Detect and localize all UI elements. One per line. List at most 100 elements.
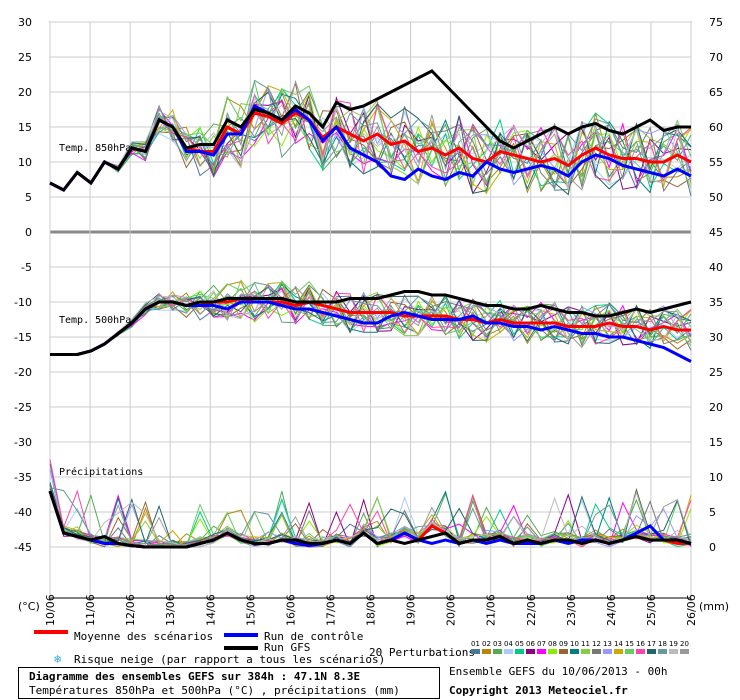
perturbation-number: 20 bbox=[680, 640, 689, 648]
date-label: 22/06 bbox=[525, 594, 538, 626]
perturbation-legend-item: 08 bbox=[547, 640, 558, 654]
left-tick-label: 20 bbox=[18, 86, 32, 99]
date-label: 12/06 bbox=[124, 594, 137, 626]
perturbation-legend-item: 11 bbox=[580, 640, 591, 654]
date-label: 15/06 bbox=[244, 594, 257, 626]
date-label: 14/06 bbox=[204, 594, 217, 626]
right-tick-label: 15 bbox=[709, 436, 723, 449]
date-label: 24/06 bbox=[605, 594, 618, 626]
perturbation-legend-item: 17 bbox=[646, 640, 657, 654]
left-tick-label: -15 bbox=[14, 331, 32, 344]
right-tick-label: 10 bbox=[709, 471, 723, 484]
perturbation-legend-item: 07 bbox=[536, 640, 547, 654]
perturbation-line-14 bbox=[50, 282, 692, 355]
perturbation-swatch bbox=[592, 649, 601, 654]
perturbation-legend-item: 05 bbox=[514, 640, 525, 654]
legend-mean-label: Moyenne des scénarios bbox=[74, 630, 214, 643]
right-tick-label: 50 bbox=[709, 191, 723, 204]
perturbation-line-16 bbox=[49, 459, 692, 548]
right-tick-label: 20 bbox=[709, 401, 723, 414]
left-tick-label: -35 bbox=[14, 471, 32, 484]
perturbation-number: 01 bbox=[471, 640, 480, 648]
panel-label: Temp. 850hPa bbox=[59, 143, 131, 154]
right-tick-label: 55 bbox=[709, 156, 723, 169]
series-line-gfs bbox=[50, 290, 692, 356]
perturbation-legend-item: 12 bbox=[591, 640, 602, 654]
perturbation-number: 14 bbox=[614, 640, 623, 648]
left-tick-label: -20 bbox=[14, 366, 32, 379]
perturbation-swatch bbox=[647, 649, 656, 654]
left-tick-label: 25 bbox=[18, 51, 32, 64]
perturbation-legend-item: 02 bbox=[481, 640, 492, 654]
left-tick-label: -30 bbox=[14, 436, 32, 449]
right-tick-label: 75 bbox=[709, 16, 723, 29]
perturbation-swatch bbox=[537, 649, 546, 654]
date-label: 18/06 bbox=[365, 594, 378, 626]
right-unit-label: (mm) bbox=[699, 600, 729, 613]
perturbation-line-18 bbox=[50, 281, 692, 355]
date-label: 26/06 bbox=[685, 594, 698, 626]
right-tick-label: 25 bbox=[709, 366, 723, 379]
perturbation-number: 13 bbox=[603, 640, 612, 648]
perturbation-line-18 bbox=[49, 79, 692, 191]
perturbation-line-20 bbox=[49, 79, 692, 191]
perturbation-swatch bbox=[548, 649, 557, 654]
legend-mean-swatch bbox=[34, 630, 68, 634]
perturbation-swatch bbox=[515, 649, 524, 654]
perturbation-legend-item: 16 bbox=[635, 640, 646, 654]
perturbation-number: 07 bbox=[537, 640, 546, 648]
date-label: 20/06 bbox=[445, 594, 458, 626]
perturbation-legend-item: 04 bbox=[503, 640, 514, 654]
legend-snow-label: Risque neige (par rapport a tous les scé… bbox=[74, 653, 386, 666]
right-tick-label: 65 bbox=[709, 86, 723, 99]
perturbation-legend-item: 18 bbox=[657, 640, 668, 654]
perturbation-number: 06 bbox=[526, 640, 535, 648]
footer-subtitle: Températures 850hPa et 500hPa (°C) , pré… bbox=[29, 684, 400, 697]
right-tick-label: 45 bbox=[709, 226, 723, 239]
perturbation-swatch bbox=[471, 649, 480, 654]
right-tick-label: 70 bbox=[709, 51, 723, 64]
left-tick-label: 0 bbox=[25, 226, 32, 239]
perturbation-legend-item: 03 bbox=[492, 640, 503, 654]
date-label: 25/06 bbox=[645, 594, 658, 626]
date-label: 10/06 bbox=[44, 594, 57, 626]
panel-label: Temp. 500hPa bbox=[59, 315, 131, 326]
perturbation-swatch bbox=[658, 649, 667, 654]
perturbation-swatch bbox=[603, 649, 612, 654]
date-label: 21/06 bbox=[485, 594, 498, 626]
perturbation-number: 12 bbox=[592, 640, 601, 648]
date-label: 16/06 bbox=[284, 594, 297, 626]
perturbation-line-13 bbox=[50, 283, 692, 355]
perturbation-line-19 bbox=[49, 489, 692, 548]
perturbation-number: 10 bbox=[570, 640, 579, 648]
perturbation-legend-item: 19 bbox=[668, 640, 679, 654]
left-tick-label: -5 bbox=[21, 261, 32, 274]
perturbation-swatch bbox=[581, 649, 590, 654]
snowflake-icon: ❄ bbox=[54, 652, 62, 666]
perturbation-number: 16 bbox=[636, 640, 645, 648]
perturbation-number: 05 bbox=[515, 640, 524, 648]
date-label: 19/06 bbox=[405, 594, 418, 626]
perturbation-swatch bbox=[669, 649, 678, 654]
date-label: 17/06 bbox=[324, 594, 337, 626]
perturbation-number: 04 bbox=[504, 640, 513, 648]
perturbation-swatch bbox=[614, 649, 623, 654]
perturbation-swatch bbox=[526, 649, 535, 654]
perturbation-number: 19 bbox=[669, 640, 678, 648]
date-label: 11/06 bbox=[84, 594, 97, 626]
perturbation-swatch bbox=[625, 649, 634, 654]
left-tick-label: 30 bbox=[18, 16, 32, 29]
perturbation-number: 17 bbox=[647, 640, 656, 648]
right-tick-label: 5 bbox=[709, 506, 716, 519]
right-tick-label: 0 bbox=[709, 541, 716, 554]
perturbation-swatch bbox=[636, 649, 645, 654]
date-label: 23/06 bbox=[565, 594, 578, 626]
legend-gfs-label: Run GFS bbox=[264, 641, 311, 654]
perturbation-legend-item: 06 bbox=[525, 640, 536, 654]
perturbation-number: 09 bbox=[559, 640, 568, 648]
perturbation-legend-item: 01 bbox=[470, 640, 481, 654]
perturbation-swatch bbox=[680, 649, 689, 654]
perturbation-legend-item: 09 bbox=[558, 640, 569, 654]
left-tick-label: -25 bbox=[14, 401, 32, 414]
perturbation-swatch bbox=[482, 649, 491, 654]
